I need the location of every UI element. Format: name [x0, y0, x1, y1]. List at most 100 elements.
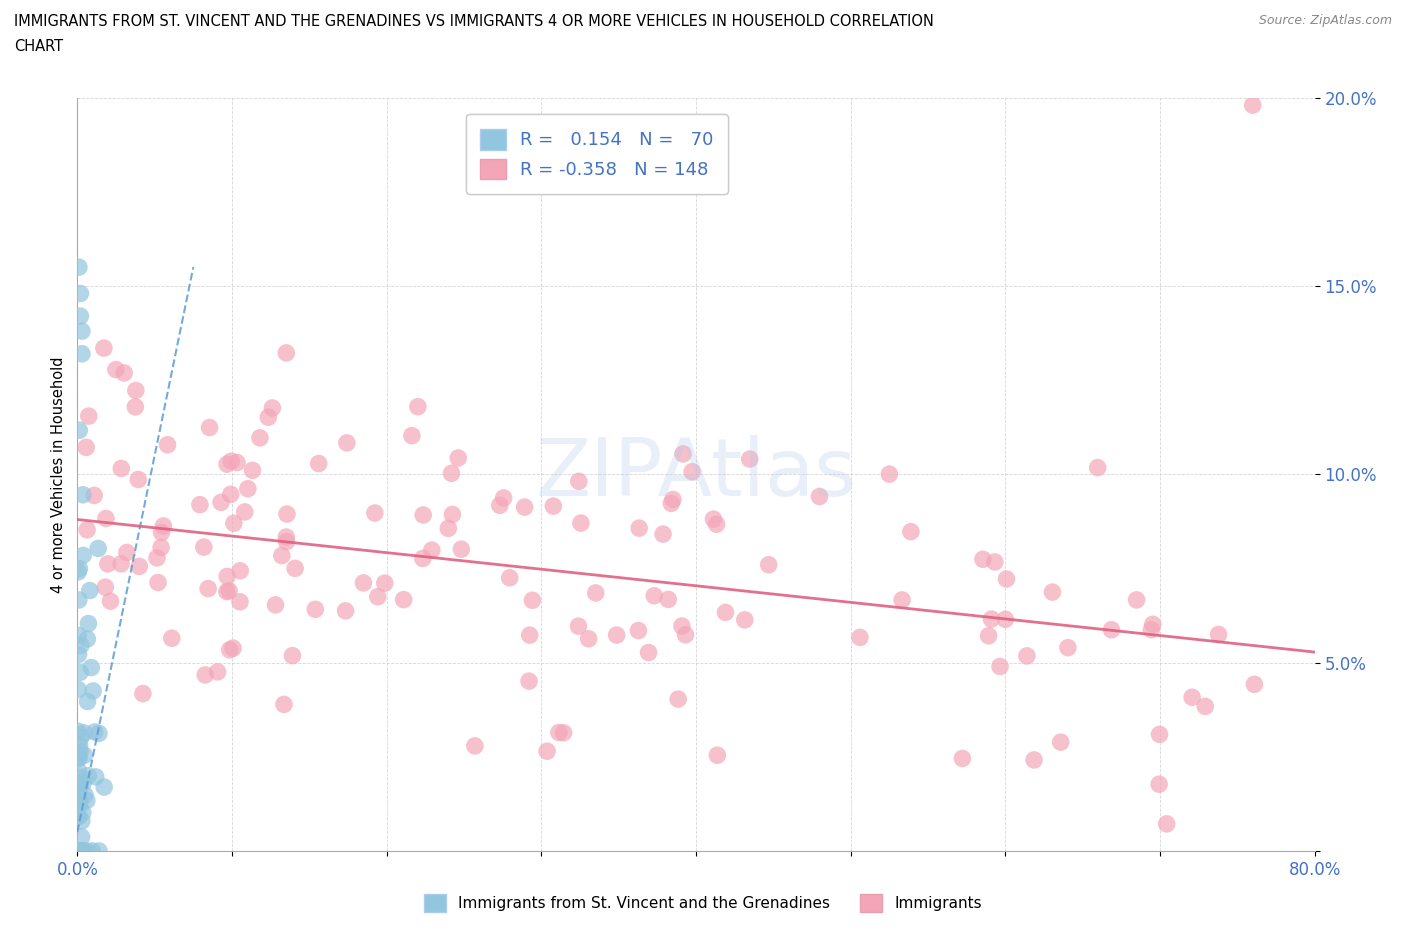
- Point: [197, 581, 219, 596]
- Point: [262, 401, 284, 416]
- Point: [1125, 592, 1147, 607]
- Point: [69, 844, 91, 858]
- Point: [1140, 622, 1163, 637]
- Point: [150, 540, 173, 555]
- Point: [77, 768, 100, 783]
- Point: [233, 504, 256, 519]
- Point: [67, 844, 90, 858]
- Point: [125, 383, 148, 398]
- Point: [734, 613, 756, 628]
- Point: [1142, 617, 1164, 631]
- Point: [77, 617, 100, 631]
- Point: [236, 481, 259, 496]
- Point: [69, 730, 91, 745]
- Point: [758, 557, 780, 572]
- Point: [1022, 752, 1045, 767]
- Point: [70, 830, 93, 844]
- Point: [1049, 735, 1071, 750]
- Point: [229, 594, 252, 609]
- Point: [70, 324, 93, 339]
- Point: [672, 446, 695, 461]
- Point: [1156, 817, 1178, 831]
- Point: [1042, 585, 1064, 600]
- Point: [69, 744, 91, 759]
- Point: [499, 570, 522, 585]
- Point: [1057, 640, 1080, 655]
- Legend: Immigrants from St. Vincent and the Grenadines, Immigrants: Immigrants from St. Vincent and the Gren…: [418, 888, 988, 918]
- Point: [714, 605, 737, 620]
- Point: [972, 551, 994, 566]
- Point: [198, 420, 221, 435]
- Point: [70, 844, 93, 858]
- Point: [152, 519, 174, 534]
- Point: [364, 506, 387, 521]
- Point: [69, 561, 91, 576]
- Point: [548, 725, 571, 740]
- Point: [69, 665, 91, 680]
- Point: [70, 814, 93, 829]
- Point: [72, 805, 94, 820]
- Point: [67, 592, 90, 607]
- Point: [702, 512, 724, 526]
- Point: [93, 340, 115, 355]
- Point: [69, 778, 91, 793]
- Point: [659, 496, 682, 511]
- Point: [73, 748, 96, 763]
- Point: [82, 684, 104, 698]
- Point: [643, 589, 665, 604]
- Point: [67, 799, 90, 814]
- Point: [657, 591, 679, 606]
- Point: [67, 809, 90, 824]
- Text: Source: ZipAtlas.com: Source: ZipAtlas.com: [1258, 14, 1392, 27]
- Point: [980, 612, 1002, 627]
- Point: [242, 463, 264, 478]
- Point: [900, 525, 922, 539]
- Point: [82, 844, 104, 858]
- Point: [706, 748, 728, 763]
- Point: [543, 498, 565, 513]
- Point: [401, 428, 423, 443]
- Point: [194, 668, 217, 683]
- Point: [1241, 98, 1264, 113]
- Legend: R =   0.154   N =   70, R = -0.358   N = 148: R = 0.154 N = 70, R = -0.358 N = 148: [465, 114, 728, 193]
- Point: [681, 464, 703, 479]
- Point: [950, 751, 973, 766]
- Point: [67, 259, 90, 274]
- Point: [666, 692, 689, 707]
- Point: [67, 763, 90, 777]
- Point: [79, 583, 101, 598]
- Point: [249, 431, 271, 445]
- Y-axis label: 4 or more Vehicles in Household: 4 or more Vehicles in Household: [51, 356, 66, 592]
- Point: [127, 472, 149, 487]
- Point: [218, 643, 240, 658]
- Point: [67, 423, 90, 438]
- Point: [69, 844, 91, 858]
- Point: [69, 309, 91, 324]
- Point: [367, 590, 389, 604]
- Point: [276, 534, 298, 549]
- Point: [420, 543, 443, 558]
- Point: [67, 682, 90, 697]
- Point: [67, 750, 90, 764]
- Point: [209, 495, 232, 510]
- Point: [156, 437, 179, 452]
- Point: [1147, 777, 1170, 791]
- Point: [270, 548, 292, 563]
- Point: [76, 631, 98, 646]
- Point: [188, 498, 211, 512]
- Point: [193, 539, 215, 554]
- Point: [70, 770, 93, 785]
- Point: [69, 286, 91, 301]
- Point: [72, 844, 94, 858]
- Point: [104, 362, 127, 377]
- Point: [70, 346, 93, 361]
- Point: [100, 593, 122, 608]
- Point: [374, 576, 396, 591]
- Text: ZIPAtlas: ZIPAtlas: [536, 435, 856, 513]
- Point: [517, 673, 540, 688]
- Point: [281, 648, 304, 663]
- Point: [75, 440, 97, 455]
- Point: [879, 467, 901, 482]
- Point: [70, 638, 93, 653]
- Point: [69, 791, 91, 806]
